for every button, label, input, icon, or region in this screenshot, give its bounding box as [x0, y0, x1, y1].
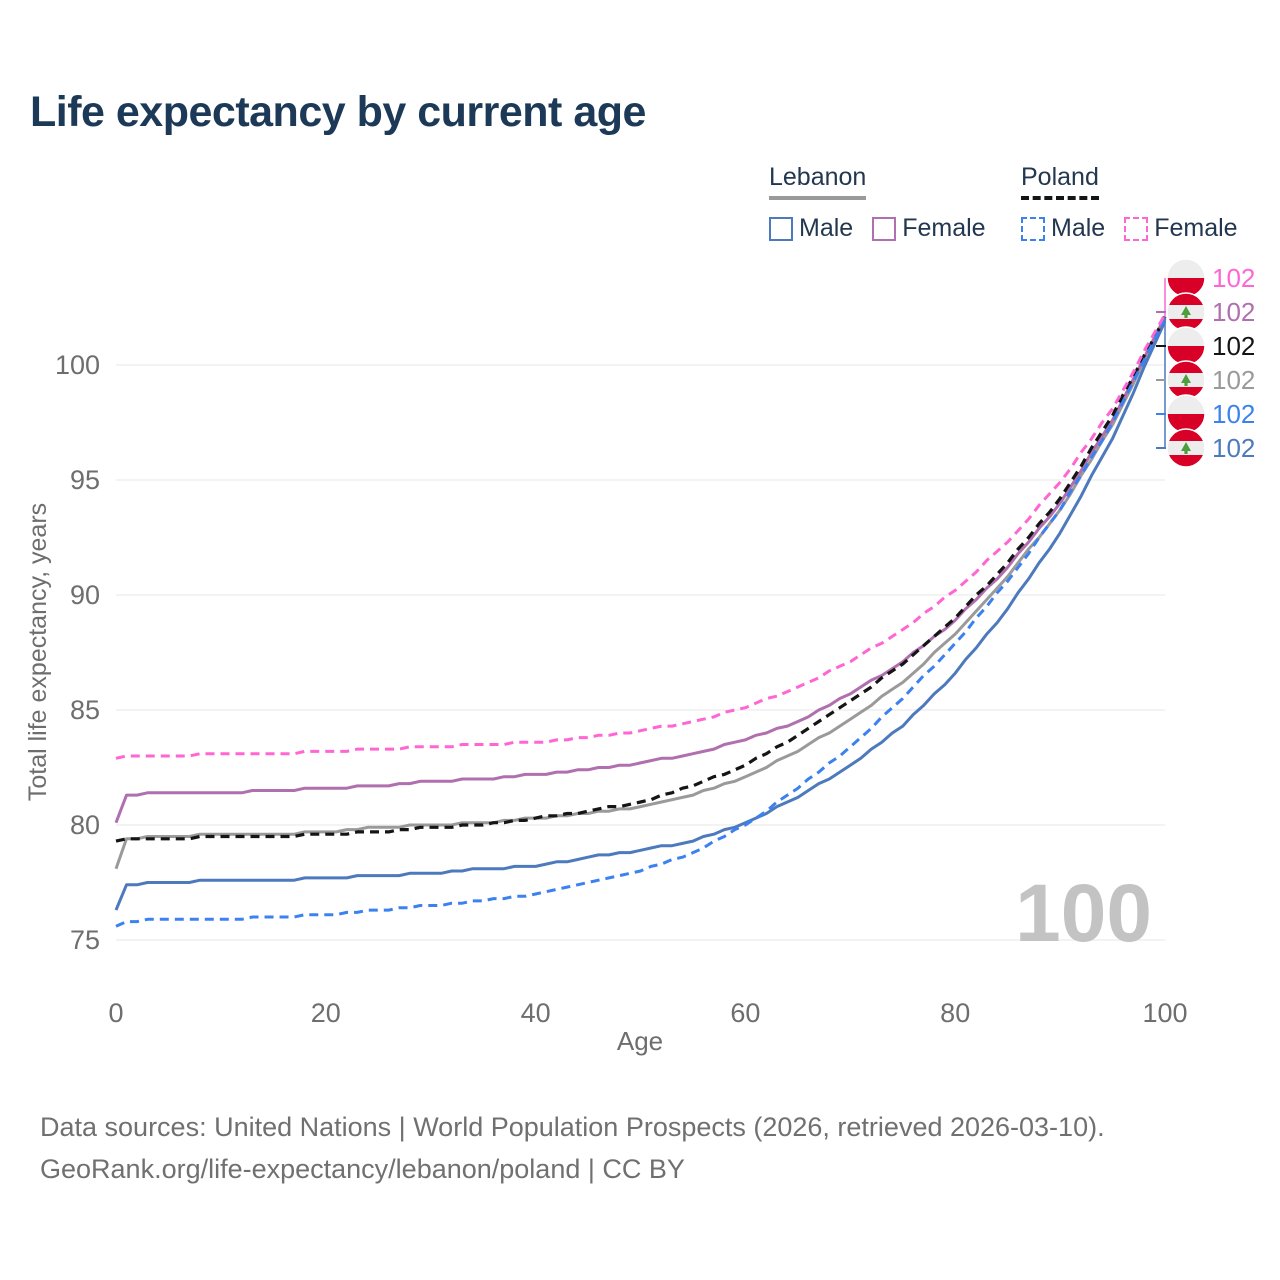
lebanon-female-swatch-icon	[872, 216, 897, 241]
poland-flag-icon	[1167, 259, 1205, 297]
y-tick-100: 100	[55, 350, 100, 380]
x-tick-20: 20	[311, 998, 341, 1028]
gridlines	[116, 364, 1165, 941]
legend-item-lebanon-female[interactable]: Female	[872, 214, 986, 243]
legend-poland-label[interactable]: Poland	[1021, 163, 1099, 200]
x-tick-80: 80	[940, 998, 970, 1028]
legend-item-label: Male	[799, 214, 854, 242]
lebanon-flag-icon	[1167, 361, 1205, 399]
legend-item-poland-male[interactable]: Male	[1021, 214, 1105, 243]
y-tick-95: 95	[70, 465, 100, 495]
y-tick-90: 90	[70, 580, 100, 610]
y-tick-85: 85	[70, 695, 100, 725]
footer-sources: Data sources: United Nations | World Pop…	[40, 1112, 1105, 1142]
x-axis-tick-labels: 0 20 40 60 80 100	[108, 998, 1187, 1028]
poland-male-swatch-icon	[1021, 216, 1045, 241]
x-tick-0: 0	[108, 998, 123, 1028]
footer-url: GeoRank.org/life-expectancy/lebanon/pola…	[40, 1154, 685, 1184]
series-line-poland-female[interactable]	[115, 313, 1167, 760]
series-line-poland-total[interactable]	[115, 315, 1167, 843]
legend-item-label: Female	[1154, 214, 1238, 242]
x-tick-40: 40	[521, 998, 551, 1028]
y-axis-tick-labels: 75 80 85 90 95 100	[55, 350, 100, 955]
current-age-watermark: 100	[1015, 868, 1152, 959]
poland-flag-icon	[1167, 395, 1205, 433]
footer: Data sources: United Nations | World Pop…	[40, 1106, 1105, 1190]
legend-lebanon-label[interactable]: Lebanon	[769, 163, 867, 200]
leader-lines	[1156, 278, 1166, 449]
x-axis-title: Age	[617, 1026, 663, 1056]
legend-group-lebanon: Lebanon Male Female	[769, 163, 986, 243]
legend-item-poland-female[interactable]: Female	[1124, 214, 1238, 243]
series-line-lebanon-total[interactable]	[114, 318, 1167, 870]
lebanon-male-swatch-icon	[769, 216, 793, 241]
poland-female-swatch-icon	[1124, 216, 1149, 241]
y-axis-title: Total life expectancy, years	[24, 503, 52, 801]
series-line-lebanon-female[interactable]	[114, 316, 1167, 824]
poland-flag-icon	[1167, 327, 1205, 365]
end-label-poland-male: 102	[1212, 399, 1255, 429]
x-tick-60: 60	[730, 998, 760, 1028]
legend-item-label: Male	[1051, 214, 1106, 242]
end-label-lebanon-total: 102	[1212, 365, 1255, 395]
y-tick-75: 75	[70, 925, 100, 955]
end-label-poland-female: 102	[1212, 263, 1255, 293]
end-label-poland-total: 102	[1212, 331, 1255, 361]
page-title: Life expectancy by current age	[30, 88, 646, 136]
y-tick-80: 80	[70, 810, 100, 840]
legend-group-poland: Poland Male Female	[1021, 163, 1238, 243]
legend-item-lebanon-male[interactable]: Male	[769, 214, 853, 243]
series-lines	[114, 313, 1167, 928]
end-label-lebanon-female: 102	[1212, 297, 1255, 327]
lebanon-flag-icon	[1167, 429, 1205, 467]
legend-item-label: Female	[902, 214, 986, 242]
legend: Lebanon Male Female Poland Male	[0, 163, 1280, 243]
series-line-lebanon-male[interactable]	[114, 320, 1167, 911]
end-labels: 102 102 102 102 102 102	[1167, 259, 1255, 467]
lebanon-flag-icon	[1167, 293, 1205, 331]
x-tick-100: 100	[1142, 998, 1187, 1028]
end-label-lebanon-male: 102	[1212, 433, 1255, 463]
series-line-poland-male[interactable]	[115, 318, 1167, 928]
